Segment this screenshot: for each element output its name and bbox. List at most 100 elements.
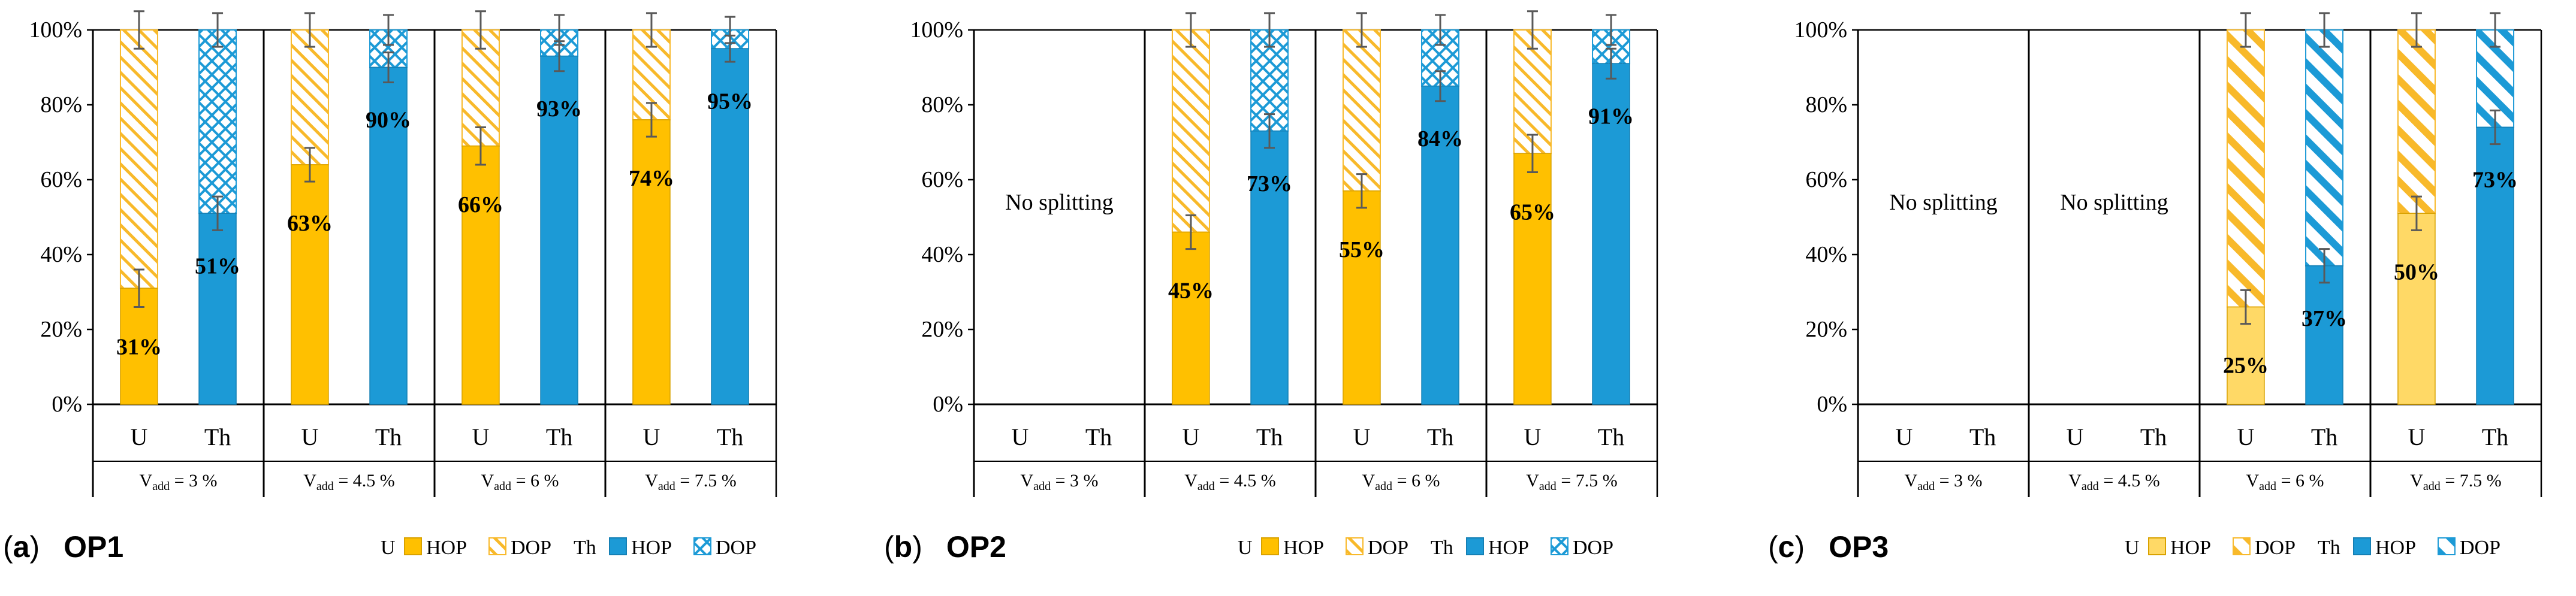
error-bar-hop — [1264, 113, 1275, 149]
legend-label: DOP — [511, 537, 551, 559]
bar-u-dop — [119, 29, 158, 289]
legend: U HOP DOP Th HOP DOP — [2125, 537, 2500, 559]
group-label: Vadd = 7.5 % — [645, 471, 736, 493]
y-tick-label: 20% — [1805, 317, 1847, 342]
error-bar-top — [1527, 10, 1538, 50]
panel-title: (a) OP1 — [3, 530, 123, 564]
no-splitting-note: No splitting — [1889, 190, 1998, 215]
legend-symbol: Th — [1431, 537, 1453, 559]
x-label-th: Th — [2140, 423, 2167, 450]
group-label: Vadd = 6 % — [2246, 471, 2324, 493]
legend-swatch — [2233, 537, 2251, 555]
bar-u-dop — [2226, 29, 2265, 308]
x-label-u: U — [1524, 423, 1542, 450]
error-bar-hop — [1527, 134, 1538, 173]
error-bar-hop — [1356, 173, 1367, 209]
legend-label: HOP — [1283, 537, 1324, 559]
x-label-u: U — [1012, 423, 1029, 450]
error-bar-hop — [2240, 289, 2251, 325]
bar-u-dop — [290, 29, 329, 165]
legend-label: HOP — [2375, 537, 2416, 559]
data-label: 90% — [366, 108, 411, 133]
bar-u-dop — [1513, 29, 1552, 155]
data-label: 31% — [116, 334, 162, 359]
error-bar-top — [2490, 12, 2501, 48]
no-splitting-note: No splitting — [2060, 190, 2168, 215]
x-label-th: Th — [375, 423, 402, 450]
data-label: 93% — [536, 96, 582, 122]
legend-swatch — [2438, 537, 2456, 555]
legend-swatch — [404, 537, 422, 555]
group-label: Vadd = 6 % — [1362, 471, 1440, 493]
error-bar-top — [554, 14, 565, 46]
bar-th-hop — [1592, 63, 1630, 405]
y-tick-label: 40% — [921, 242, 963, 267]
panel-title: (c) OP3 — [1768, 530, 1889, 564]
error-bar-hop — [304, 147, 315, 183]
error-bar-top — [475, 10, 486, 50]
x-label-th: Th — [1085, 423, 1112, 450]
group-label: Vadd = 6 % — [481, 471, 559, 493]
group-label: Vadd = 3 % — [1021, 471, 1099, 493]
group-label: Vadd = 4.5 % — [1184, 471, 1275, 493]
group-label: Vadd = 7.5 % — [1526, 471, 1617, 493]
group-label: Vadd = 4.5 % — [303, 471, 394, 493]
y-tick-label: 80% — [40, 92, 82, 117]
error-bar-top — [1435, 14, 1446, 46]
y-tick-label: 80% — [921, 92, 963, 117]
bar-u-hop — [1343, 190, 1381, 405]
legend: U HOP DOP Th HOP DOP — [1238, 537, 1613, 559]
error-bar-top — [1264, 12, 1275, 48]
error-bar-top — [645, 12, 657, 48]
y-tick-label: 20% — [40, 317, 82, 342]
x-label-u: U — [643, 423, 660, 450]
x-label-th: Th — [717, 423, 743, 450]
data-label: 65% — [1510, 199, 1555, 225]
x-label-u: U — [1353, 423, 1371, 450]
data-label: 84% — [1417, 126, 1463, 152]
data-label: 91% — [1588, 104, 1634, 129]
error-bar-top — [2411, 12, 2422, 48]
error-bar-top — [304, 12, 315, 48]
y-tick-label: 60% — [1805, 167, 1847, 192]
no-splitting-note: No splitting — [1005, 190, 1114, 215]
x-label-u: U — [1896, 423, 1913, 450]
y-tick-label: 20% — [921, 317, 963, 342]
error-bar-top — [1356, 12, 1367, 48]
x-label-u: U — [472, 423, 490, 450]
error-bar-hop — [645, 102, 657, 138]
legend-label: HOP — [631, 537, 672, 559]
legend-swatch — [2148, 537, 2166, 555]
group-label: Vadd = 7.5 % — [2410, 471, 2501, 493]
bar-u-hop — [1513, 153, 1552, 405]
legend-symbol: U — [2125, 537, 2140, 559]
y-tick-label: 80% — [1805, 92, 1847, 117]
y-tick-label: 40% — [1805, 242, 1847, 267]
data-label: 63% — [287, 211, 333, 236]
error-bar-hop — [475, 126, 486, 166]
error-bar-top — [2319, 12, 2330, 48]
y-tick-label: 0% — [933, 392, 963, 417]
legend-label: DOP — [2460, 537, 2500, 559]
legend-swatch — [609, 537, 627, 555]
data-label: 50% — [2394, 259, 2439, 285]
error-bar-hop — [1435, 70, 1446, 102]
legend-label: HOP — [426, 537, 467, 559]
bar-th-hop — [1250, 131, 1289, 405]
legend-symbol: Th — [2318, 537, 2340, 559]
bar-u-hop — [632, 119, 671, 405]
error-bar-top — [383, 14, 394, 46]
data-label: 73% — [2472, 168, 2518, 193]
y-tick-label: 60% — [921, 167, 963, 192]
bar-th-hop — [369, 66, 408, 405]
x-label-th: Th — [1427, 423, 1453, 450]
x-label-th: Th — [204, 423, 231, 450]
error-bar-hop — [2490, 109, 2501, 146]
bar-u-dop — [1342, 29, 1381, 192]
legend-label: DOP — [1573, 537, 1613, 559]
error-bar-hop — [2411, 195, 2422, 231]
data-label: 66% — [458, 192, 503, 217]
y-tick-label: 0% — [52, 392, 82, 417]
x-label-th: Th — [1256, 423, 1283, 450]
